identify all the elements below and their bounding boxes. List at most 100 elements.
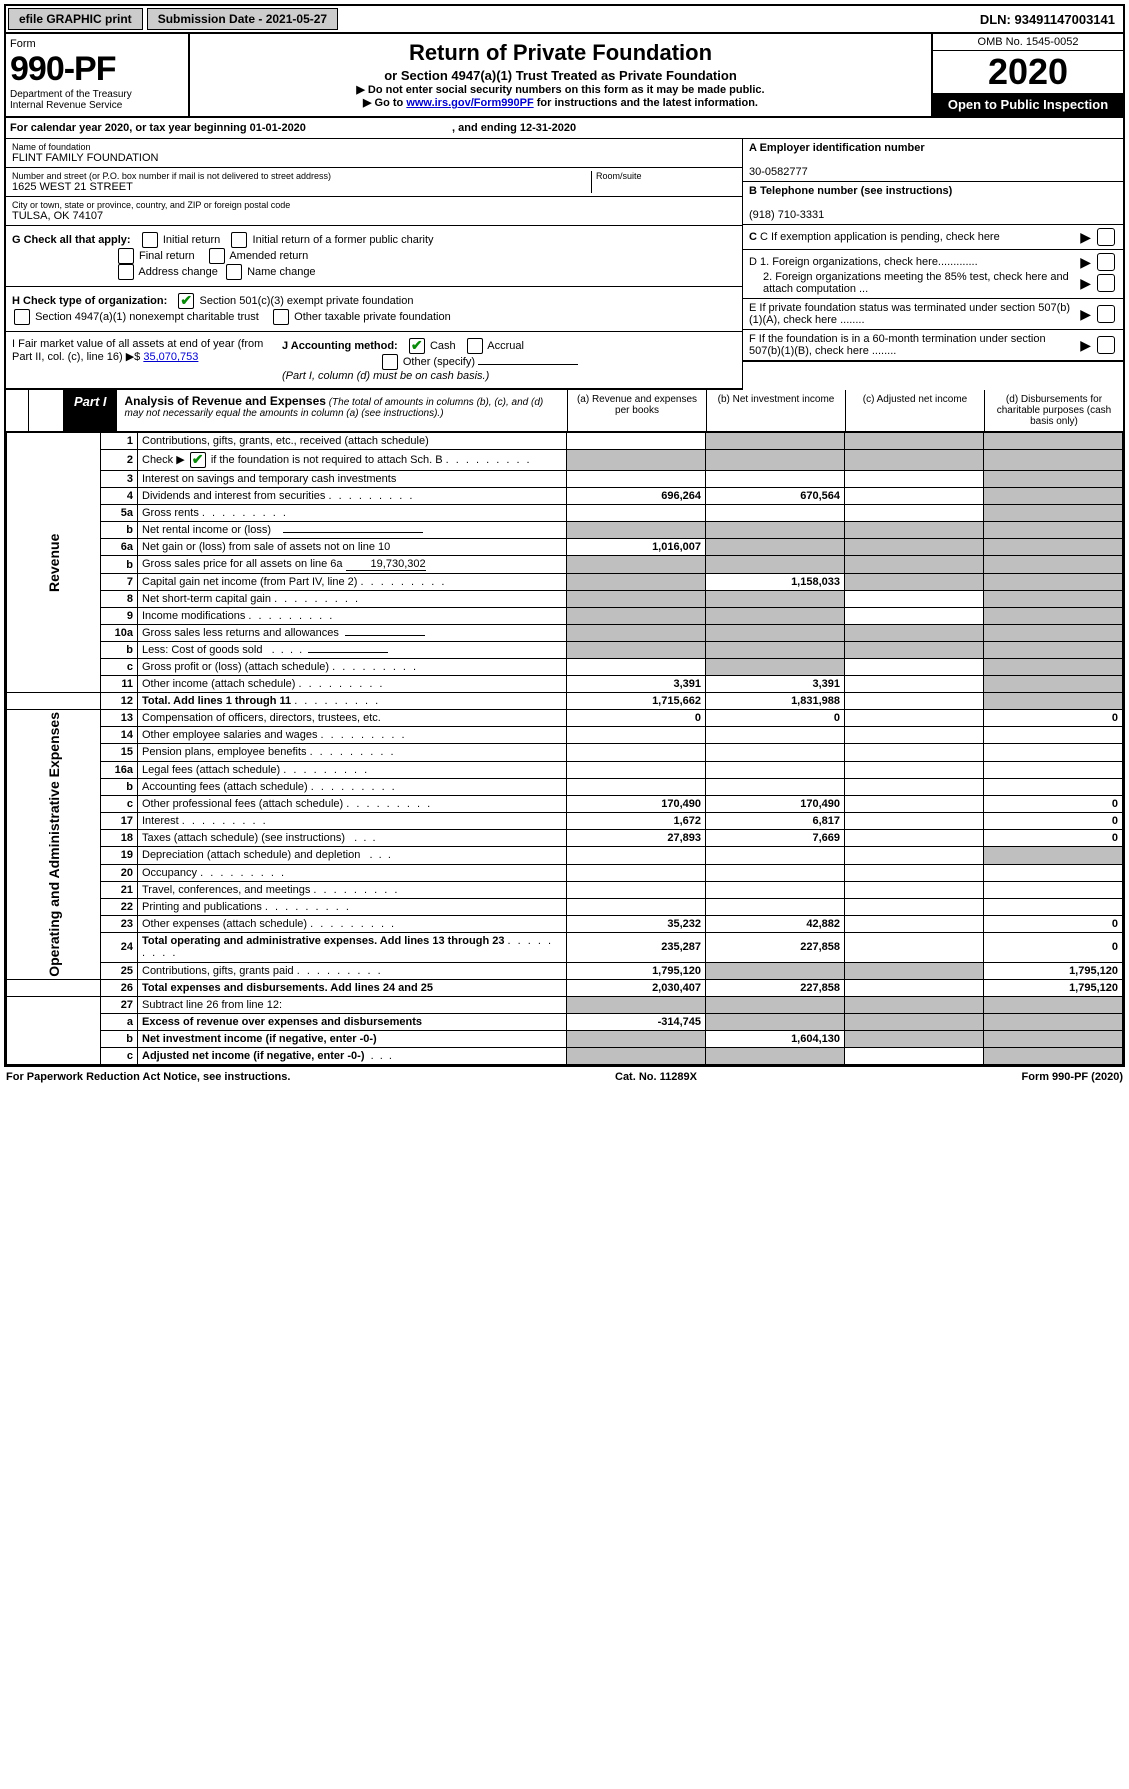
table-row: 20Occupancy: [7, 864, 1123, 881]
other-taxable-checkbox[interactable]: [273, 309, 289, 325]
table-row: bGross sales price for all assets on lin…: [7, 556, 1123, 574]
v-25a: 1,795,120: [567, 962, 706, 979]
omb-number: OMB No. 1545-0052: [933, 34, 1123, 51]
table-row: 17Interest 1,6726,8170: [7, 813, 1123, 830]
v-12a: 1,715,662: [567, 693, 706, 710]
ln-5b: b: [101, 522, 138, 539]
d1-checkbox[interactable]: [1097, 253, 1115, 271]
v-12b: 1,831,988: [706, 693, 845, 710]
other-method-checkbox[interactable]: [382, 354, 398, 370]
main-table: Revenue 1Contributions, gifts, grants, e…: [6, 432, 1123, 1065]
v-24d: 0: [984, 933, 1123, 962]
c-checkbox[interactable]: [1097, 228, 1115, 246]
table-row: 3Interest on savings and temporary cash …: [7, 471, 1123, 488]
table-row: 11Other income (attach schedule) 3,3913,…: [7, 676, 1123, 693]
501c3-checkbox[interactable]: [178, 293, 194, 309]
col-c-header: (c) Adjusted net income: [845, 390, 984, 431]
h-label: H Check type of organization:: [12, 295, 167, 307]
v-18d: 0: [984, 830, 1123, 847]
open-public-badge: Open to Public Inspection: [933, 93, 1123, 116]
table-row: bNet investment income (if negative, ent…: [7, 1030, 1123, 1047]
amended-return-checkbox[interactable]: [209, 248, 225, 264]
table-row: 22Printing and publications: [7, 898, 1123, 915]
d-10c: Gross profit or (loss) (attach schedule): [138, 659, 567, 676]
f-checkbox[interactable]: [1097, 336, 1115, 354]
ln-2: 2: [101, 450, 138, 471]
cash-checkbox[interactable]: [409, 338, 425, 354]
table-row: 24Total operating and administrative exp…: [7, 933, 1123, 962]
4947-checkbox[interactable]: [14, 309, 30, 325]
ln-18: 18: [101, 830, 138, 847]
dept-label: Department of the Treasury: [10, 89, 180, 100]
fmv-value[interactable]: 35,070,753: [143, 351, 198, 363]
d-11: Other income (attach schedule): [138, 676, 567, 693]
e-checkbox[interactable]: [1097, 305, 1115, 323]
phone-cell: B Telephone number (see instructions) (9…: [743, 182, 1123, 225]
ln-27c: c: [101, 1047, 138, 1064]
table-row: 19Depreciation (attach schedule) and dep…: [7, 847, 1123, 864]
d-5b: Net rental income or (loss): [138, 522, 567, 539]
accrual-checkbox[interactable]: [467, 338, 483, 354]
header-left: Form 990-PF Department of the Treasury I…: [6, 34, 190, 116]
d-27: Subtract line 26 from line 12:: [138, 996, 567, 1013]
table-row: 18Taxes (attach schedule) (see instructi…: [7, 830, 1123, 847]
ein-cell: A Employer identification number 30-0582…: [743, 139, 1123, 182]
final-return-checkbox[interactable]: [118, 248, 134, 264]
form-header: Form 990-PF Department of the Treasury I…: [6, 34, 1123, 118]
v-13b: 0: [706, 710, 845, 727]
instructions-link[interactable]: www.irs.gov/Form990PF: [406, 97, 533, 109]
v-24a: 235,287: [567, 933, 706, 962]
header-right: OMB No. 1545-0052 2020 Open to Public In…: [931, 34, 1123, 116]
table-row: 15Pension plans, employee benefits: [7, 744, 1123, 761]
v-26b: 227,858: [706, 979, 845, 996]
header-middle: Return of Private Foundation or Section …: [190, 34, 931, 116]
ln-17: 17: [101, 813, 138, 830]
address-change-checkbox[interactable]: [118, 264, 134, 280]
v-6b: 19,730,302: [346, 558, 426, 571]
table-row: aExcess of revenue over expenses and dis…: [7, 1013, 1123, 1030]
note2-pre: ▶ Go to: [363, 97, 406, 109]
initial-return-checkbox[interactable]: [142, 232, 158, 248]
efile-print-button[interactable]: efile GRAPHIC print: [8, 8, 143, 30]
d2-label: 2. Foreign organizations meeting the 85%…: [749, 271, 1076, 295]
initial-former-checkbox[interactable]: [231, 232, 247, 248]
table-row: 5aGross rents: [7, 505, 1123, 522]
d2-checkbox[interactable]: [1097, 274, 1115, 292]
addr-label: Number and street (or P.O. box number if…: [12, 171, 591, 181]
ln-20: 20: [101, 864, 138, 881]
city-label: City or town, state or province, country…: [12, 200, 736, 210]
footer-mid: Cat. No. 11289X: [615, 1071, 697, 1083]
form-word: Form: [10, 38, 180, 50]
ln-22: 22: [101, 898, 138, 915]
schb-checkbox[interactable]: [190, 452, 206, 468]
table-row: 21Travel, conferences, and meetings: [7, 881, 1123, 898]
ln-6b: b: [101, 556, 138, 574]
v-16cd: 0: [984, 795, 1123, 812]
ln-9: 9: [101, 608, 138, 625]
name-change-checkbox[interactable]: [226, 264, 242, 280]
note2-post: for instructions and the latest informat…: [534, 97, 758, 109]
d-1: Contributions, gifts, grants, etc., rece…: [138, 433, 567, 450]
dln-label: DLN: 93491147003141: [980, 12, 1123, 27]
part1-header: Part I Analysis of Revenue and Expenses …: [6, 390, 1123, 432]
form-container: efile GRAPHIC print Submission Date - 20…: [4, 4, 1125, 1067]
ln-10b: b: [101, 642, 138, 659]
col-a-header: (a) Revenue and expenses per books: [567, 390, 706, 431]
v-11a: 3,391: [567, 676, 706, 693]
ln-8: 8: [101, 591, 138, 608]
d-24: Total operating and administrative expen…: [138, 933, 567, 962]
v-17d: 0: [984, 813, 1123, 830]
d-16b: Accounting fees (attach schedule): [138, 778, 567, 795]
ln-23: 23: [101, 916, 138, 933]
d-16a: Legal fees (attach schedule): [138, 761, 567, 778]
form-number: 990-PF: [10, 50, 180, 89]
submission-date-button[interactable]: Submission Date - 2021-05-27: [147, 8, 338, 30]
v-27b: 1,604,130: [706, 1030, 845, 1047]
ln-10c: c: [101, 659, 138, 676]
table-row: bAccounting fees (attach schedule): [7, 778, 1123, 795]
table-row: 8Net short-term capital gain: [7, 591, 1123, 608]
table-row: 27Subtract line 26 from line 12:: [7, 996, 1123, 1013]
v-26d: 1,795,120: [984, 979, 1123, 996]
table-row: Revenue 1Contributions, gifts, grants, e…: [7, 433, 1123, 450]
ln-7: 7: [101, 574, 138, 591]
